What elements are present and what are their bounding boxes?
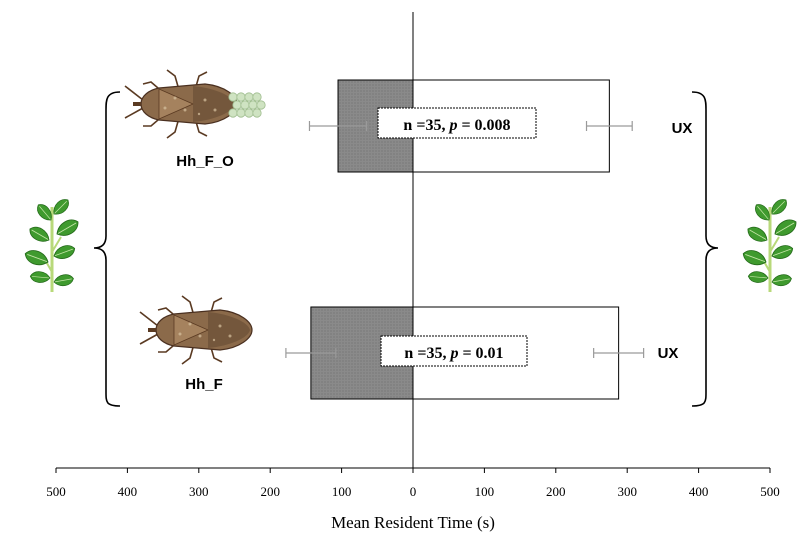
error-bar-right-row-2 — [593, 348, 645, 358]
x-tick-label: 300 — [189, 484, 209, 499]
x-tick-label: 0 — [410, 484, 417, 499]
stat-box-row-1 — [377, 107, 537, 139]
row-label-hh-f: Hh_F — [185, 376, 223, 393]
stat-text-row-1: n =35, p = 0.008 — [403, 117, 510, 134]
x-tick-label: 500 — [46, 484, 66, 499]
stat-box-row-2 — [380, 335, 528, 367]
x-tick-label: 400 — [689, 484, 709, 499]
right-brace — [691, 91, 719, 407]
error-bar-left-row-1 — [308, 121, 368, 131]
x-tick-label: 300 — [617, 484, 637, 499]
bean-plant-icon — [741, 196, 799, 292]
x-axis-title: Mean Resident Time (s) — [331, 513, 495, 532]
x-tick-label: 200 — [546, 484, 566, 499]
error-bar-left-row-2 — [285, 348, 337, 358]
stat-text-row-2: n =35, p = 0.01 — [404, 345, 503, 362]
x-tick-label: 100 — [332, 484, 352, 499]
row-label-hh-f-o: Hh_F_O — [176, 153, 234, 170]
x-tick-label: 200 — [260, 484, 280, 499]
right-label-row-2: UX — [658, 345, 679, 362]
x-tick-label: 500 — [760, 484, 780, 499]
stink-bug-with-egg-mass-icon — [124, 69, 266, 139]
x-axis-ticks: 500 400 300 200 100 0 100 200 300 400 500 — [46, 468, 780, 499]
bars-layer — [285, 79, 645, 400]
x-tick-label: 400 — [118, 484, 138, 499]
stink-bug-icon — [139, 295, 253, 365]
x-tick-label: 100 — [475, 484, 495, 499]
left-brace — [93, 91, 121, 407]
right-label-row-1: UX — [672, 120, 693, 137]
error-bar-right-row-1 — [585, 121, 633, 131]
bean-plant-icon — [23, 196, 81, 292]
